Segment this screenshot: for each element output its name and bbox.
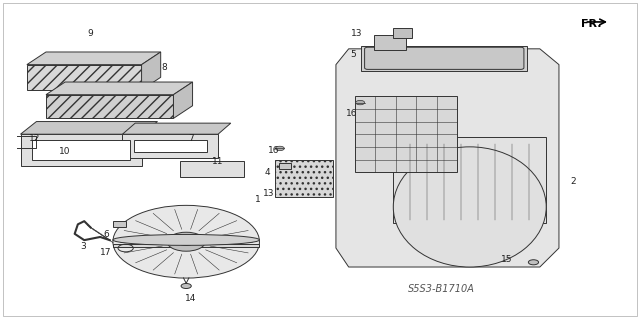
Text: 13: 13 [351,29,363,38]
Text: 15: 15 [501,255,513,264]
Text: 7: 7 [188,134,194,144]
Circle shape [529,260,539,265]
Text: 17: 17 [99,248,111,257]
Ellipse shape [394,147,546,267]
Polygon shape [374,34,406,50]
Polygon shape [113,221,125,227]
Text: 2: 2 [571,177,577,186]
Text: 11: 11 [212,157,224,166]
Circle shape [113,205,259,278]
Text: 10: 10 [60,147,71,156]
Polygon shape [20,134,141,166]
Polygon shape [113,243,259,247]
Text: 4: 4 [265,168,271,177]
Polygon shape [362,46,527,71]
Circle shape [181,284,191,288]
Text: S5S3-B1710A: S5S3-B1710A [408,284,474,294]
Text: 16: 16 [346,109,358,118]
Text: 5: 5 [350,50,356,59]
Polygon shape [336,49,559,267]
Polygon shape [122,123,231,134]
Polygon shape [122,134,218,158]
Text: 14: 14 [185,293,196,302]
Polygon shape [275,160,333,197]
Polygon shape [173,82,193,118]
FancyBboxPatch shape [365,47,524,69]
Polygon shape [394,137,546,223]
Text: 12: 12 [29,134,40,144]
Polygon shape [46,95,173,118]
Polygon shape [180,161,244,177]
Text: 8: 8 [161,63,167,72]
Text: 13: 13 [263,189,275,198]
Circle shape [167,232,205,251]
Text: FR.: FR. [580,19,601,28]
Circle shape [356,100,365,105]
Ellipse shape [113,234,259,245]
Polygon shape [46,82,193,95]
Circle shape [179,238,194,246]
Polygon shape [394,28,412,38]
Polygon shape [27,65,141,90]
Text: 6: 6 [104,230,109,239]
Polygon shape [141,52,161,90]
Text: 9: 9 [88,28,93,38]
Text: 1: 1 [255,195,260,204]
Polygon shape [278,163,291,169]
Circle shape [275,146,284,151]
Polygon shape [355,96,457,172]
Polygon shape [20,122,157,134]
Polygon shape [134,140,207,152]
Polygon shape [27,52,161,65]
Polygon shape [32,140,130,160]
Text: 16: 16 [268,145,280,154]
Text: 3: 3 [80,242,86,251]
